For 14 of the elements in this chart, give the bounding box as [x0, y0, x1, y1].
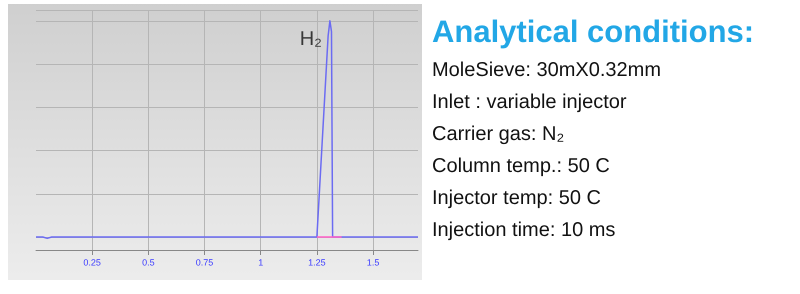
x-tick-label: 0.75 [196, 258, 214, 268]
x-tick-label: 1.25 [308, 258, 326, 268]
text: Inlet : variable injector [432, 90, 628, 115]
x-tick-label: 1.5 [366, 258, 380, 268]
text: Analytical conditions: [432, 14, 756, 50]
text: Injection time: 10 ms [432, 218, 616, 243]
x-tick-label: 0.5 [142, 258, 155, 268]
text: MoleSieve: 30mX0.32mm [432, 58, 662, 83]
x-tick-label: 0.25 [83, 258, 101, 268]
text: Column temp.: 50 C [432, 154, 611, 179]
annotation: H₂ [300, 28, 322, 50]
text: Injector temp: 50 C [432, 186, 602, 211]
text: Carrier gas: N₂ [432, 122, 566, 147]
x-tick-label: 1 [258, 258, 264, 268]
